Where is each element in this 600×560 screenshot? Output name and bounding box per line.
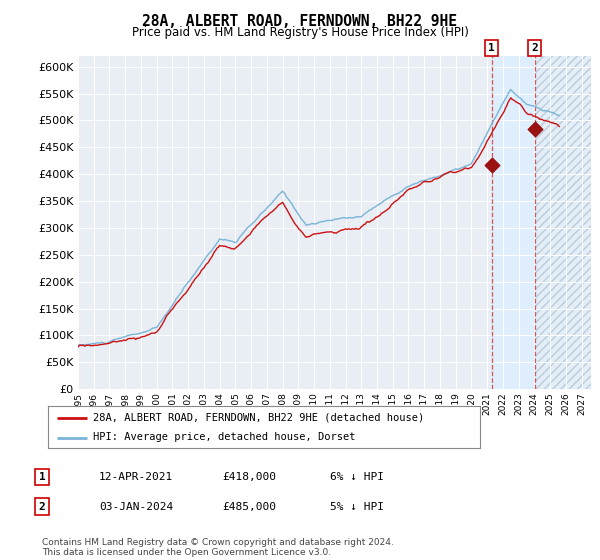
Text: 5% ↓ HPI: 5% ↓ HPI	[330, 502, 384, 512]
Bar	[536, 56, 591, 389]
Text: 2: 2	[531, 43, 538, 53]
Point	[530, 124, 539, 133]
Bar	[536, 56, 591, 389]
Text: 28A, ALBERT ROAD, FERNDOWN, BH22 9HE: 28A, ALBERT ROAD, FERNDOWN, BH22 9HE	[143, 14, 458, 29]
Text: 1: 1	[38, 472, 46, 482]
Text: HPI: Average price, detached house, Dorset: HPI: Average price, detached house, Dors…	[94, 432, 356, 442]
Text: 28A, ALBERT ROAD, FERNDOWN, BH22 9HE (detached house): 28A, ALBERT ROAD, FERNDOWN, BH22 9HE (de…	[94, 413, 425, 423]
Text: Price paid vs. HM Land Registry's House Price Index (HPI): Price paid vs. HM Land Registry's House …	[131, 26, 469, 39]
Point	[487, 160, 496, 169]
Bar	[492, 56, 536, 389]
Text: Contains HM Land Registry data © Crown copyright and database right 2024.
This d: Contains HM Land Registry data © Crown c…	[42, 538, 394, 557]
Text: 12-APR-2021: 12-APR-2021	[99, 472, 173, 482]
Text: £418,000: £418,000	[222, 472, 276, 482]
Text: 6% ↓ HPI: 6% ↓ HPI	[330, 472, 384, 482]
Text: 2: 2	[38, 502, 46, 512]
Text: 1: 1	[488, 43, 495, 53]
Text: £485,000: £485,000	[222, 502, 276, 512]
Text: 03-JAN-2024: 03-JAN-2024	[99, 502, 173, 512]
